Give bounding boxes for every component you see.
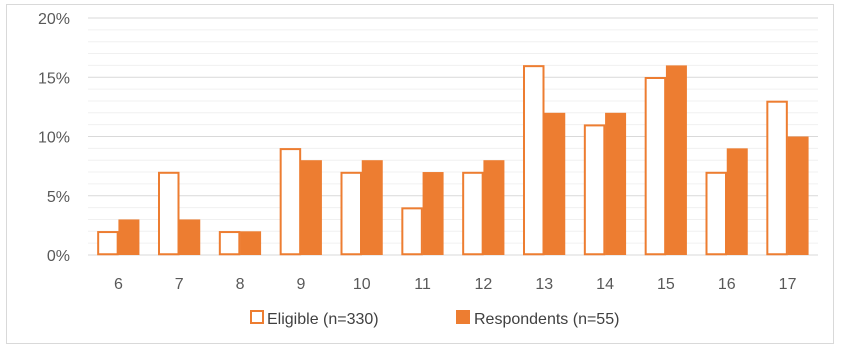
x-tick-label: 14 <box>596 276 614 293</box>
chart-frame <box>6 4 834 344</box>
x-tick-label: 13 <box>535 276 553 293</box>
bars <box>97 65 809 256</box>
bar-respondents <box>605 112 627 255</box>
bar-respondents <box>361 160 383 255</box>
x-tick-label: 15 <box>657 276 675 293</box>
bar-respondents <box>240 231 262 255</box>
x-tick-label: 9 <box>296 276 305 293</box>
bar-eligible <box>523 65 545 256</box>
legend-label-eligible: Eligible (n=330) <box>267 311 379 328</box>
bar-eligible <box>340 171 362 256</box>
x-tick-label: 12 <box>475 276 493 293</box>
x-tick-label: 16 <box>718 276 736 293</box>
bar-eligible <box>97 231 119 256</box>
bar-respondents <box>483 160 505 255</box>
x-tick-label: 17 <box>779 276 797 293</box>
x-tick-label: 8 <box>236 276 245 293</box>
legend: Eligible (n=330) Respondents (n=55) <box>250 310 619 328</box>
y-tick-label: 10% <box>38 130 70 147</box>
legend-label-respondents: Respondents (n=55) <box>474 311 619 328</box>
bar-eligible <box>583 124 606 256</box>
bar-eligible <box>462 171 484 256</box>
bar-eligible <box>644 77 667 256</box>
bar-eligible <box>158 171 180 256</box>
y-axis-tick-labels: 0% 5% 10% 15% 20% <box>38 11 70 265</box>
bar-respondents <box>787 136 809 255</box>
bar-respondents <box>665 65 687 256</box>
y-tick-label: 20% <box>38 11 70 28</box>
bar-respondents <box>544 112 566 255</box>
bar-respondents <box>118 219 140 255</box>
x-axis-tick-labels: 6 7 8 9 10 11 12 13 14 15 16 17 <box>114 276 797 293</box>
x-tick-label: 11 <box>414 276 431 293</box>
bar-respondents <box>726 148 748 255</box>
bar-respondents <box>179 219 201 255</box>
bar-eligible <box>218 231 241 256</box>
legend-swatch-respondents <box>456 310 470 324</box>
bar-respondents <box>422 172 444 255</box>
x-tick-label: 7 <box>175 276 184 293</box>
bar-eligible <box>279 148 302 256</box>
bar-eligible <box>401 207 423 256</box>
bar-eligible <box>766 100 788 256</box>
bar-eligible <box>705 171 727 256</box>
y-tick-label: 5% <box>47 189 70 206</box>
legend-swatch-eligible <box>250 310 264 324</box>
bar-respondents <box>300 160 322 255</box>
gridlines <box>88 17 818 256</box>
y-tick-label: 15% <box>38 70 70 87</box>
x-tick-label: 6 <box>114 276 123 293</box>
y-tick-label: 0% <box>47 248 70 265</box>
x-tick-label: 10 <box>353 276 371 293</box>
